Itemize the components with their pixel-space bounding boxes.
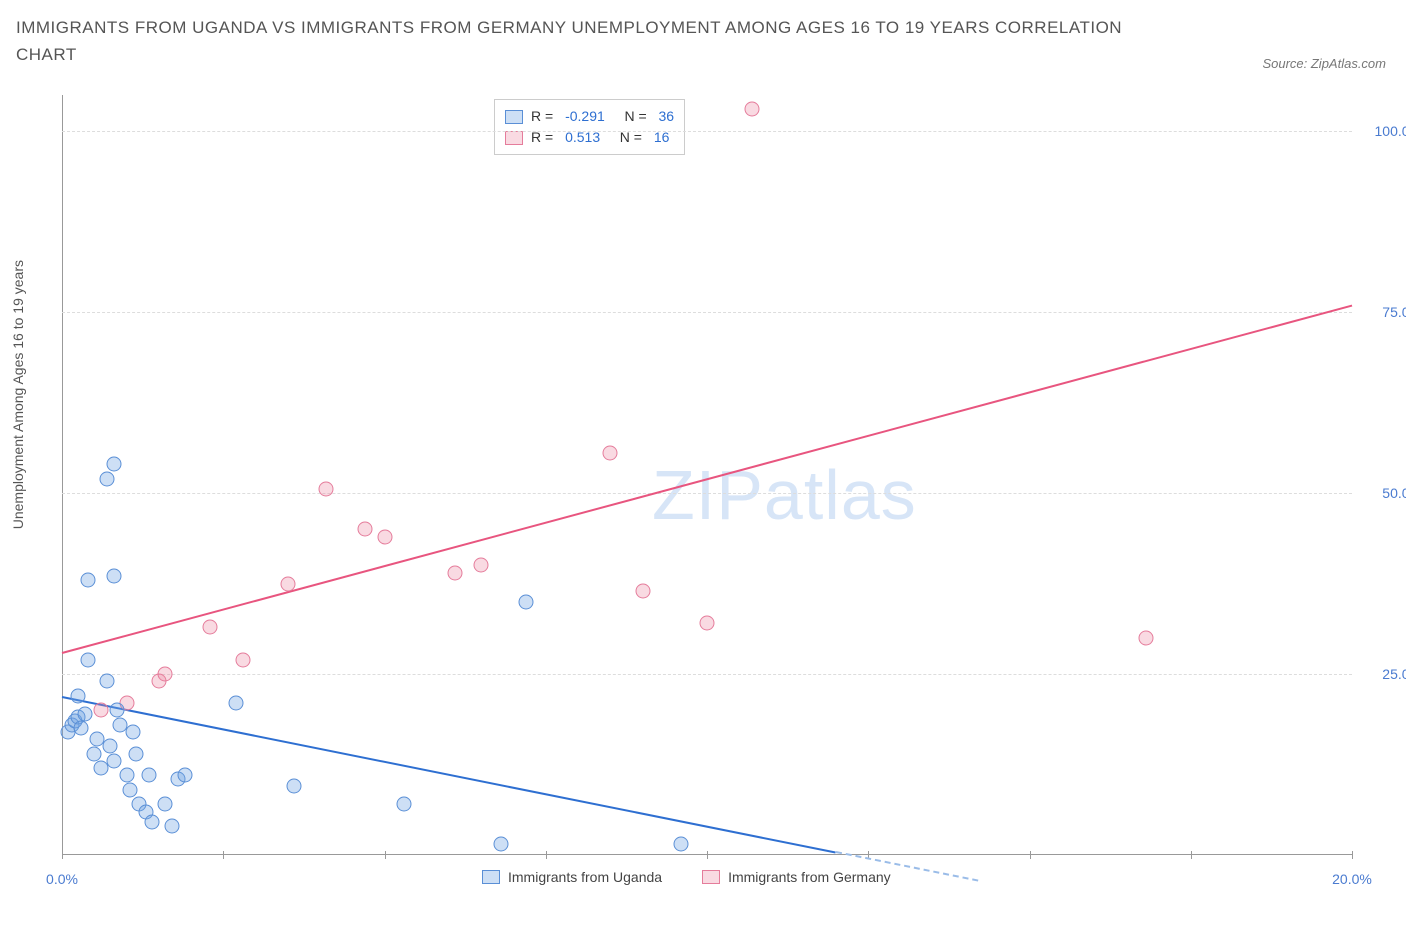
- data-point-uganda: [71, 688, 86, 703]
- data-point-germany: [377, 529, 392, 544]
- data-point-uganda: [77, 706, 92, 721]
- data-point-germany: [745, 102, 760, 117]
- stats-legend: R = -0.291 N = 36R = 0.513 N = 16: [494, 99, 685, 155]
- grid-line: [62, 674, 1352, 675]
- data-point-uganda: [229, 696, 244, 711]
- legend-item-uganda: Immigrants from Uganda: [482, 869, 662, 885]
- data-point-uganda: [177, 768, 192, 783]
- legend-swatch: [505, 110, 523, 124]
- stat-n-value: 16: [654, 127, 670, 148]
- chart-area: R = -0.291 N = 36R = 0.513 N = 16 ZIPatl…: [50, 95, 1390, 855]
- data-point-uganda: [119, 768, 134, 783]
- x-tick: [707, 851, 708, 859]
- data-point-germany: [474, 558, 489, 573]
- stats-legend-row: R = 0.513 N = 16: [505, 127, 674, 148]
- data-point-uganda: [74, 721, 89, 736]
- data-point-uganda: [109, 703, 124, 718]
- legend-label-germany: Immigrants from Germany: [728, 869, 891, 885]
- x-tick-label: 0.0%: [46, 871, 78, 887]
- data-point-uganda: [287, 779, 302, 794]
- y-tick-label: 100.0%: [1362, 123, 1406, 139]
- plot-region: R = -0.291 N = 36R = 0.513 N = 16 ZIPatl…: [62, 95, 1352, 855]
- stats-legend-row: R = -0.291 N = 36: [505, 106, 674, 127]
- data-point-uganda: [493, 837, 508, 852]
- data-point-uganda: [87, 746, 102, 761]
- x-tick: [1030, 851, 1031, 859]
- stat-r-value: -0.291: [565, 106, 605, 127]
- stat-r-value: 0.513: [565, 127, 600, 148]
- x-tick: [385, 851, 386, 859]
- grid-line: [62, 131, 1352, 132]
- data-point-germany: [448, 565, 463, 580]
- data-point-germany: [1138, 630, 1153, 645]
- data-point-uganda: [142, 768, 157, 783]
- data-point-uganda: [122, 782, 137, 797]
- data-point-germany: [700, 616, 715, 631]
- grid-line: [62, 493, 1352, 494]
- data-point-uganda: [396, 797, 411, 812]
- data-point-uganda: [674, 837, 689, 852]
- legend-label-uganda: Immigrants from Uganda: [508, 869, 662, 885]
- series-legend: Immigrants from Uganda Immigrants from G…: [482, 869, 891, 885]
- data-point-uganda: [164, 819, 179, 834]
- y-axis-line: [62, 95, 63, 855]
- trend-line: [62, 305, 1353, 654]
- data-point-germany: [280, 576, 295, 591]
- y-tick-label: 75.0%: [1362, 304, 1406, 320]
- stat-n-label: N =: [608, 127, 646, 148]
- data-point-germany: [358, 522, 373, 537]
- data-point-germany: [93, 703, 108, 718]
- legend-swatch-blue: [482, 870, 500, 884]
- grid-line: [62, 312, 1352, 313]
- data-point-germany: [158, 667, 173, 682]
- x-tick: [1352, 851, 1353, 859]
- data-point-uganda: [80, 572, 95, 587]
- x-tick-label: 20.0%: [1332, 871, 1372, 887]
- y-tick-label: 50.0%: [1362, 485, 1406, 501]
- data-point-germany: [635, 583, 650, 598]
- chart-title: IMMIGRANTS FROM UGANDA VS IMMIGRANTS FRO…: [16, 14, 1136, 68]
- data-point-uganda: [106, 753, 121, 768]
- legend-swatch-pink: [702, 870, 720, 884]
- y-tick-label: 25.0%: [1362, 666, 1406, 682]
- source-link[interactable]: ZipAtlas.com: [1311, 56, 1386, 71]
- data-point-germany: [203, 620, 218, 635]
- source-prefix: Source:: [1262, 56, 1310, 71]
- data-point-uganda: [100, 471, 115, 486]
- data-point-germany: [235, 652, 250, 667]
- data-point-uganda: [158, 797, 173, 812]
- x-tick: [1191, 851, 1192, 859]
- stat-r-label: R =: [531, 127, 557, 148]
- x-tick: [223, 851, 224, 859]
- source-attribution: Source: ZipAtlas.com: [1262, 56, 1386, 71]
- legend-item-germany: Immigrants from Germany: [702, 869, 891, 885]
- x-tick: [62, 851, 63, 859]
- watermark: ZIPatlas: [652, 455, 917, 535]
- data-point-germany: [603, 446, 618, 461]
- data-point-uganda: [519, 594, 534, 609]
- x-tick: [546, 851, 547, 859]
- legend-swatch: [505, 131, 523, 145]
- stat-r-label: R =: [531, 106, 557, 127]
- data-point-uganda: [145, 815, 160, 830]
- data-point-uganda: [106, 457, 121, 472]
- stat-n-value: 36: [659, 106, 675, 127]
- data-point-uganda: [106, 569, 121, 584]
- stat-n-label: N =: [613, 106, 651, 127]
- data-point-germany: [319, 482, 334, 497]
- data-point-uganda: [125, 724, 140, 739]
- data-point-uganda: [100, 674, 115, 689]
- data-point-uganda: [103, 739, 118, 754]
- data-point-uganda: [80, 652, 95, 667]
- data-point-uganda: [129, 746, 144, 761]
